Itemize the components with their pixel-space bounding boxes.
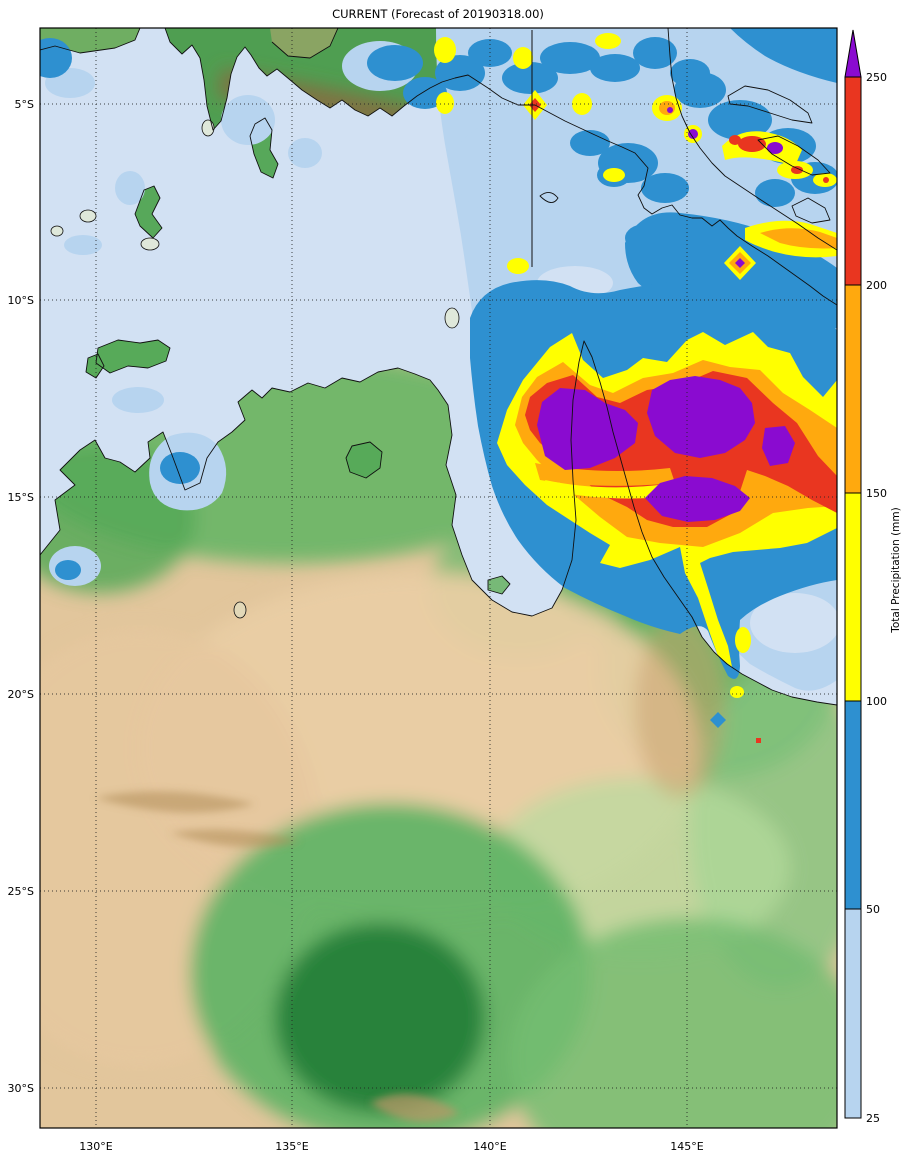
x-axis-tick-labels: 130°E 135°E 140°E 145°E: [79, 1140, 703, 1153]
small-island-outline: [201, 119, 215, 137]
small-island-outline: [444, 307, 460, 329]
colorbar: 250 200 150 100 50 25 Total Precipitatio…: [844, 29, 902, 1125]
y-tick-25s: 25°S: [8, 885, 34, 898]
island-coast: [134, 185, 163, 239]
island-coast: [487, 575, 511, 595]
small-island-outline: [140, 237, 160, 251]
island-coast: [757, 135, 831, 176]
cb-tick-150: 150: [866, 487, 887, 500]
small-island-outline: [79, 209, 97, 223]
map-frame: [39, 27, 838, 1129]
cb-tick-100: 100: [866, 695, 887, 708]
y-tick-30s: 30°S: [8, 1082, 34, 1095]
island-coast: [249, 117, 279, 179]
small-island-outline: [233, 601, 247, 619]
precip-250mm-lobes: [537, 376, 795, 522]
mornington-island: [488, 576, 510, 594]
png-convective-cells: [434, 33, 837, 280]
melville-island: [96, 340, 170, 373]
x-tick-130e: 130°E: [79, 1140, 112, 1153]
lake-outline: [539, 192, 559, 203]
new-guinea-north-coastline: [667, 28, 837, 251]
australia-coastline: [40, 340, 837, 706]
island-coast: [271, 28, 339, 59]
tanimbar-island: [135, 186, 162, 238]
y-tick-20s: 20°S: [8, 688, 34, 701]
precip-corridor-yellow: [545, 480, 678, 499]
small-island-outline: [50, 225, 64, 237]
cb-tick-50: 50: [866, 903, 880, 916]
colorbar-seg-50-100: [844, 700, 862, 910]
new-guinea-coastline: [164, 28, 837, 306]
colorbar-seg-100-150: [844, 492, 862, 702]
island-coast: [95, 339, 171, 374]
map-area: [40, 28, 837, 1128]
x-tick-135e: 135°E: [275, 1140, 308, 1153]
colorbar-seg-200-250: [844, 76, 862, 286]
y-tick-15s: 15°S: [8, 491, 34, 504]
cb-tick-25: 25: [866, 1112, 880, 1125]
colorbar-seg-25-50: [844, 908, 862, 1119]
x-tick-140e: 140°E: [473, 1140, 506, 1153]
desert-ridges: [95, 791, 460, 1122]
x-tick-145e: 145°E: [670, 1140, 703, 1153]
y-axis-tick-labels: 5°S 10°S 15°S 20°S 25°S 30°S: [8, 98, 34, 1095]
y-tick-10s: 10°S: [8, 294, 34, 307]
y-tick-5s: 5°S: [15, 98, 34, 111]
island-coast: [791, 197, 831, 224]
cb-tick-250: 250: [866, 71, 887, 84]
island-coast: [345, 441, 383, 479]
dry-gap-sea: [750, 593, 837, 653]
coastal-specks: [710, 627, 761, 743]
plot-title: CURRENT (Forecast of 20190318.00): [332, 7, 544, 21]
colorbar-seg-150-200: [844, 284, 862, 494]
island-coast: [727, 85, 813, 124]
colorbar-axis-label: Total Precipitation (mm): [890, 507, 902, 633]
top-edge-island: [270, 28, 338, 58]
gridlines: [40, 28, 837, 1128]
colorbar-tick-labels: 250 200 150 100 50 25: [866, 71, 887, 1125]
groote-eylandt: [346, 442, 382, 478]
precipitation-contours: [40, 28, 837, 743]
colorbar-over-arrow: [844, 29, 862, 78]
cb-tick-200: 200: [866, 279, 887, 292]
island-coast: [85, 353, 105, 379]
coastlines: [40, 28, 837, 706]
island-coast: [40, 28, 141, 54]
